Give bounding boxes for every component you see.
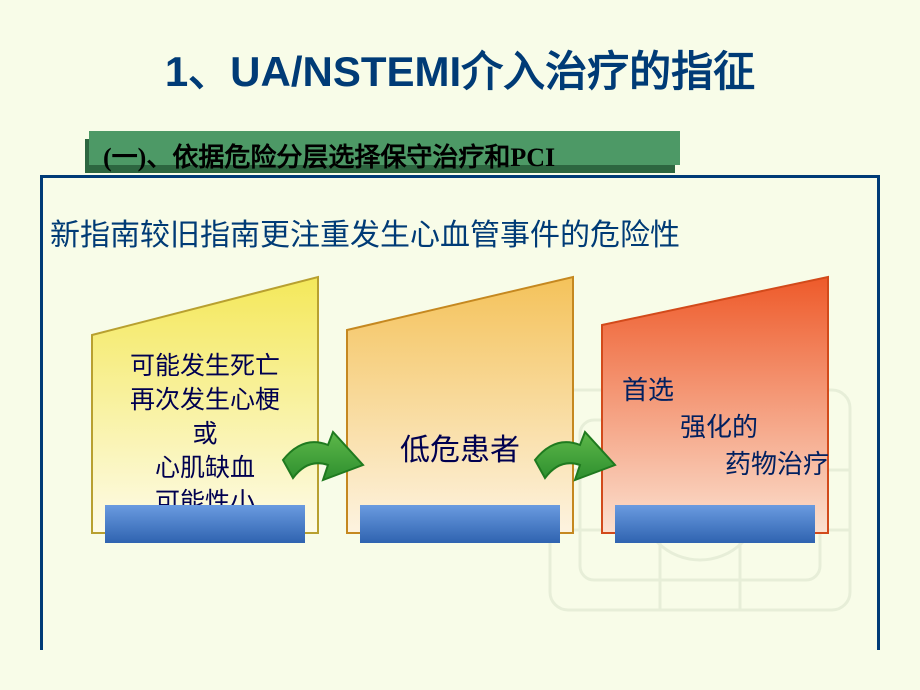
panel-1-bar [105,505,305,543]
intro-text: 新指南较旧指南更注重发生心血管事件的危险性 [50,210,680,254]
panel-3-bar [615,505,815,543]
slide-title: 1、UA/NSTEMI介入治疗的指征 [0,0,920,99]
subtitle-ribbon: (一)、依据危险分层选择保守治疗和PCI [85,131,680,173]
subtitle-text: (一)、依据危险分层选择保守治疗和PCI [103,137,555,174]
arrow-2 [530,430,620,500]
panel-2-bar [360,505,560,543]
panel-3-text: 首选 强化的 药物治疗 [600,370,830,481]
arrow-1 [278,430,368,500]
panel-3: 首选 强化的 药物治疗 [600,275,830,535]
